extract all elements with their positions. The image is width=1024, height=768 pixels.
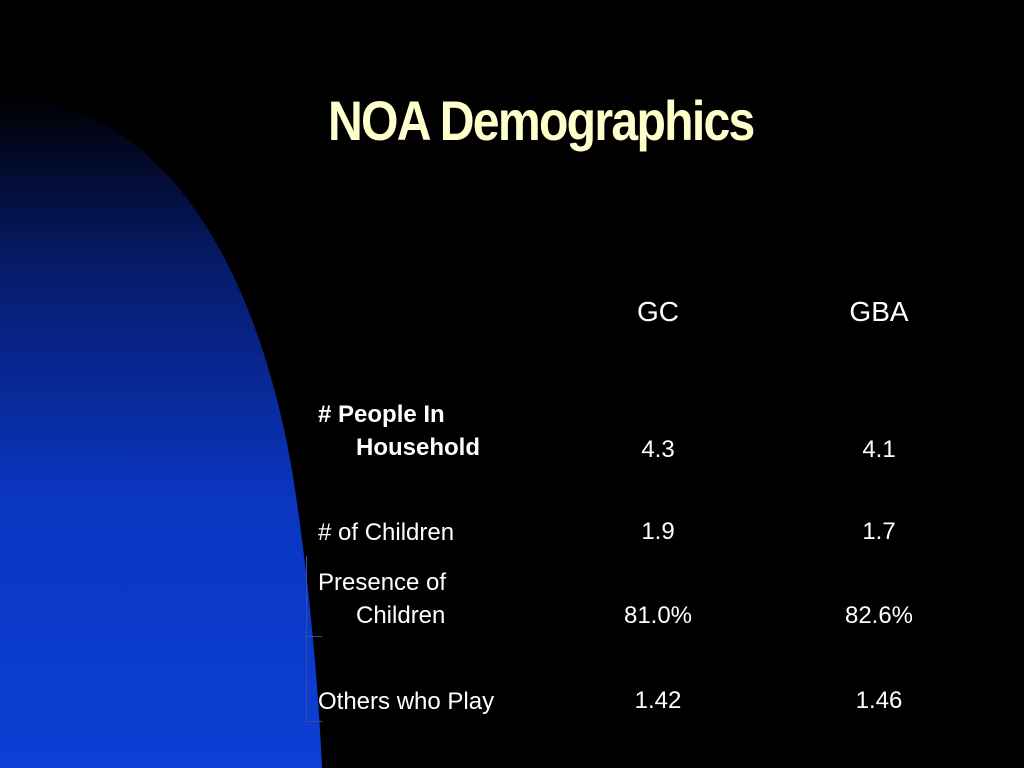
row-label-number-of-children: # of Children bbox=[318, 516, 568, 549]
demographics-table: GC GBA # People In Household 4.3 4.1 # o… bbox=[318, 270, 958, 740]
table-border-line bbox=[306, 556, 307, 722]
column-header-gba: GBA bbox=[849, 296, 909, 327]
cell-gc-people-in-household: 4.3 bbox=[641, 436, 675, 463]
row-label-line2: Household bbox=[356, 434, 480, 461]
row-label-others-who-play: Others who Play bbox=[318, 685, 568, 718]
table-border-tick bbox=[306, 636, 322, 637]
row-label-line1: # People In bbox=[318, 401, 445, 428]
cell-gba-number-of-children: 1.7 bbox=[862, 518, 896, 545]
row-label-line1: # of Children bbox=[318, 519, 455, 546]
page-title: NOA Demographics bbox=[328, 89, 755, 152]
row-label-presence-of-children: Presence of Children bbox=[318, 566, 568, 632]
column-header-gc: GC bbox=[637, 296, 679, 327]
cell-gba-presence-of-children: 82.6% bbox=[844, 602, 914, 629]
cell-gc-presence-of-children: 81.0% bbox=[623, 602, 693, 629]
cell-gba-people-in-household: 4.1 bbox=[862, 436, 896, 463]
row-label-line1: Presence of bbox=[318, 569, 447, 596]
cell-gc-number-of-children: 1.9 bbox=[641, 518, 675, 545]
cell-gc-others-who-play: 1.42 bbox=[634, 687, 682, 714]
cell-gba-others-who-play: 1.46 bbox=[855, 687, 903, 714]
table-border-tick bbox=[306, 721, 322, 722]
row-label-line1: Others who Play bbox=[318, 688, 495, 715]
row-label-people-in-household: # People In Household bbox=[318, 398, 568, 464]
row-label-line2: Children bbox=[356, 602, 446, 629]
